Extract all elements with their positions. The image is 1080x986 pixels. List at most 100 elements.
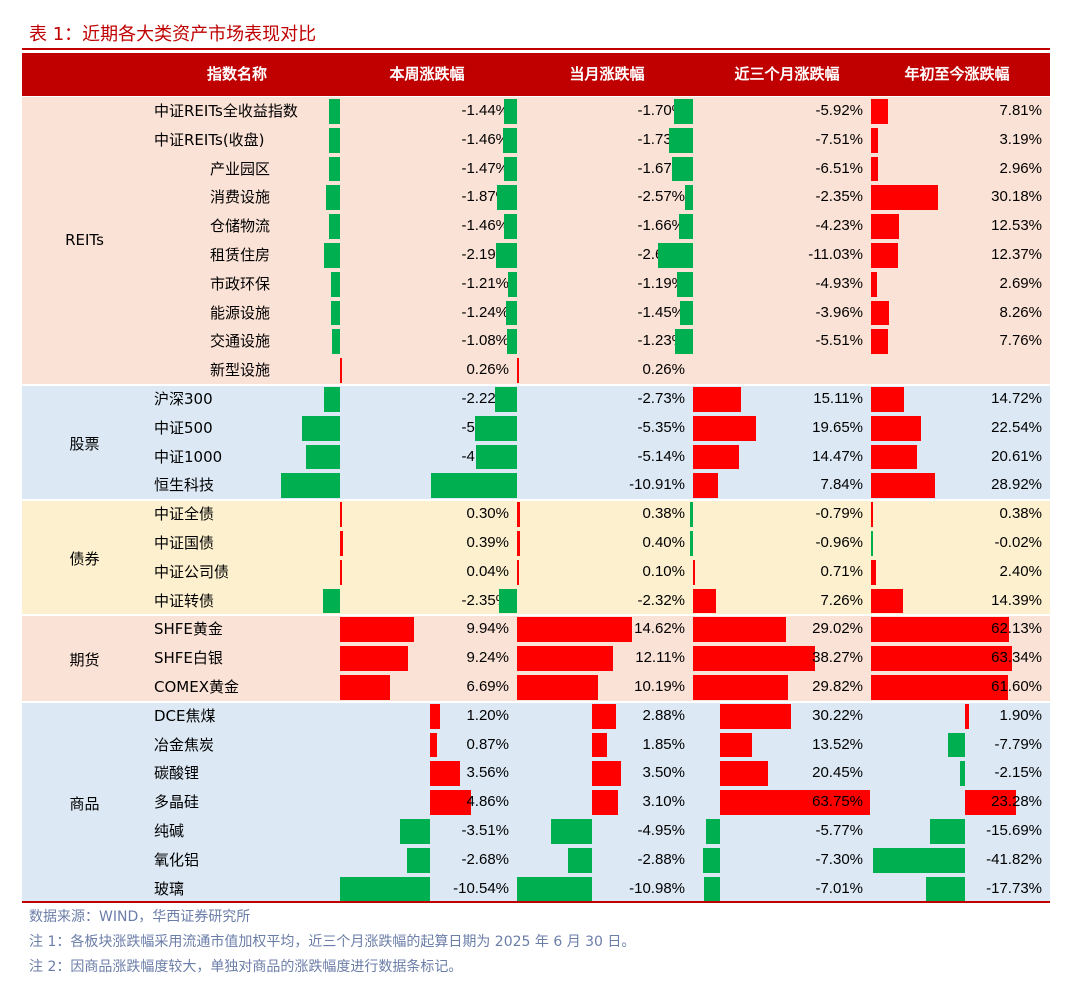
- cell-value-three-month: -7.51%: [815, 130, 863, 148]
- data-bar-three-month: [693, 444, 740, 470]
- row-name: 交通设施: [210, 332, 271, 351]
- group-label: 债券: [69, 549, 100, 568]
- cell-value-ytd: 7.76%: [999, 332, 1042, 350]
- cell-value-week: 0.39%: [466, 533, 509, 551]
- data-bar-month: [503, 127, 517, 153]
- data-bar-week: [407, 847, 430, 873]
- data-bar-week: [331, 271, 340, 297]
- source-note: 数据来源：WIND，华西证券研究所: [29, 909, 251, 925]
- cell-value-three-month: -11.03%: [808, 246, 863, 263]
- data-bar-ytd: [871, 559, 877, 585]
- header-index-name: 指数名称: [206, 65, 267, 83]
- cell-value-three-month: 7.26%: [820, 591, 863, 609]
- cell-value-ytd: 2.69%: [999, 274, 1042, 292]
- bottom-divider: [22, 901, 1050, 903]
- cell-value-month: -10.91%: [629, 476, 685, 494]
- cell-value-month: 12.11%: [635, 649, 685, 667]
- cell-value-three-month: -2.35%: [815, 188, 863, 206]
- table-row: 市政环保 -1.21% -1.19% -4.93% 2.69%: [22, 270, 1050, 299]
- group-0: REITs 中证REITs全收益指数 -1.44% -1.70% -5.92% 7.81%…: [22, 97, 1050, 385]
- data-bar-three-month: [672, 156, 693, 182]
- cell-value-month: 2.88%: [642, 706, 685, 724]
- data-bar-three-month: [668, 127, 693, 153]
- note-1: 注 1：各板块涨跌幅采用流通市值加权平均，近三个月涨跌幅的起算日期为 2025 …: [29, 934, 636, 950]
- data-bar-month: [517, 617, 633, 643]
- data-bar-ytd: [871, 415, 922, 441]
- cell-value-three-month: 7.84%: [820, 476, 863, 494]
- row-name: 冶金焦炭: [154, 735, 215, 754]
- row-name: 中证转债: [154, 591, 215, 610]
- cell-value-week: -1.47%: [461, 159, 509, 177]
- cell-value-three-month: 0.71%: [820, 562, 863, 580]
- row-name: 新型设施: [210, 361, 271, 380]
- cell-value-month: -1.45%: [637, 303, 685, 321]
- cell-value-month: 3.10%: [642, 793, 685, 811]
- data-bar-week: [400, 818, 430, 844]
- cell-value-week: 0.04%: [466, 562, 509, 580]
- data-bar-three-month: [693, 415, 756, 441]
- cell-value-ytd: -41.82%: [986, 850, 1042, 868]
- data-bar-three-month: [720, 732, 752, 758]
- cell-value-month: -4.95%: [637, 821, 685, 839]
- row-name: 恒生科技: [154, 476, 215, 495]
- table-header: 指数名称 本周涨跌幅 当月涨跌幅 近三个月涨跌幅 年初至今涨跌幅: [22, 53, 1050, 96]
- data-bar-ytd: [930, 818, 965, 844]
- table-row: 中证全债 0.30% 0.38% -0.79% 0.38%: [22, 500, 1050, 529]
- cell-value-three-month: -4.23%: [815, 217, 863, 235]
- data-bar-week: [329, 99, 340, 124]
- cell-value-three-month: 38.27%: [812, 649, 863, 667]
- cell-value-ytd: 14.39%: [991, 591, 1042, 609]
- cell-value-ytd: -17.73%: [986, 879, 1042, 897]
- row-name: SHFE黄金: [154, 620, 223, 639]
- data-bar-ytd: [960, 761, 965, 787]
- table-row: 多晶硅 4.86% 3.10% 63.75% 23.28%: [22, 788, 1050, 817]
- cell-value-ytd: 62.13%: [991, 620, 1042, 638]
- data-bar-month: [592, 703, 616, 729]
- data-bar-month: [517, 530, 521, 556]
- data-bar-three-month: [702, 847, 720, 873]
- row-name: 中证REITs全收益指数: [154, 102, 298, 120]
- data-bar-week: [340, 530, 343, 556]
- data-bar-ytd: [965, 790, 1017, 815]
- data-bar-week: [329, 156, 340, 182]
- cell-value-month: -2.32%: [637, 591, 685, 609]
- cell-value-three-month: -0.96%: [815, 533, 863, 551]
- cell-value-three-month: 15.11%: [813, 390, 863, 407]
- row-name: 能源设施: [210, 303, 271, 322]
- data-bar-ytd: [871, 473, 936, 499]
- table-row: 碳酸锂 3.56% 3.50% 20.45% -2.15%: [22, 759, 1050, 788]
- data-bar-month: [517, 876, 592, 902]
- data-bar-month: [507, 271, 517, 297]
- row-name: 中证500: [154, 418, 213, 437]
- data-bar-three-month: [693, 646, 816, 671]
- group-label: 期货: [69, 650, 100, 669]
- data-bar-month: [568, 847, 592, 873]
- table-row: SHFE黄金 9.94% 14.62% 29.02% 62.13%: [22, 615, 1050, 644]
- data-bar-week: [323, 243, 340, 268]
- cell-value-week: 3.56%: [466, 764, 509, 782]
- table-row: 中证国债 0.39% 0.40% -0.96% -0.02%: [22, 529, 1050, 558]
- data-bar-week: [322, 588, 340, 614]
- group-separator: [22, 499, 1050, 502]
- row-name: DCE焦煤: [154, 706, 216, 725]
- data-bar-three-month: [720, 790, 870, 815]
- cell-value-ytd: 61.60%: [991, 677, 1042, 695]
- data-bar-month: [592, 732, 608, 758]
- cell-value-month: -1.70%: [637, 102, 685, 119]
- cell-value-week: -2.35%: [461, 591, 509, 609]
- cell-value-three-month: -0.79%: [815, 505, 863, 523]
- row-name: 市政环保: [210, 274, 271, 293]
- data-bar-month: [517, 559, 519, 585]
- group-4: 商品 DCE焦煤 1.20% 2.88% 30.22% 1.90% 冶金焦炭 0.87% 1.8…: [22, 701, 1050, 904]
- table-row: 冶金焦炭 0.87% 1.85% 13.52% -7.79%: [22, 731, 1050, 760]
- table-row: 沪深300 -2.22% -2.73% 15.11% 14.72%: [22, 385, 1050, 414]
- table-row: 产业园区 -1.47% -1.67% -6.51% 2.96%: [22, 155, 1050, 184]
- header-three-month: 近三个月涨跌幅: [734, 65, 840, 83]
- data-bar-ytd: [965, 703, 970, 729]
- data-bar-week: [323, 387, 340, 412]
- cell-value-month: -1.66%: [637, 217, 685, 235]
- row-name: COMEX黄金: [154, 677, 239, 696]
- table-row: 中证转债 -2.35% -2.32% 7.26% 14.39%: [22, 587, 1050, 616]
- table-row: 中证公司债 0.04% 0.10% 0.71% 2.40%: [22, 558, 1050, 587]
- cell-value-month: 0.40%: [642, 533, 685, 551]
